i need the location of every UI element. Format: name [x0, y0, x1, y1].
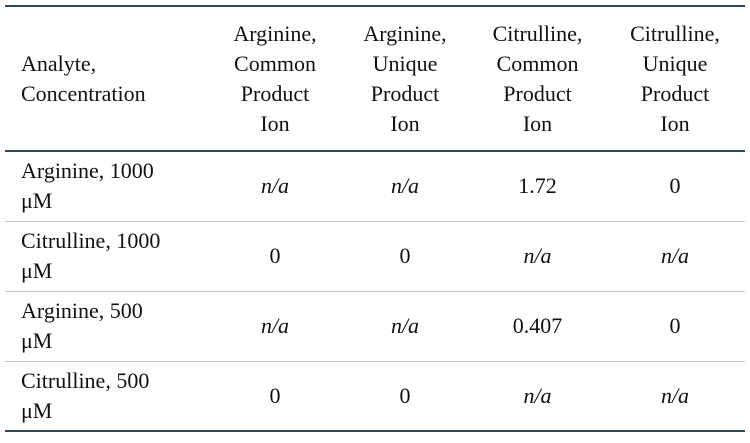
row-label: Arginine, 500 μM — [21, 298, 143, 353]
table-cell: n/a — [260, 173, 290, 199]
table-cell: n/a — [260, 313, 290, 338]
table-header: Analyte, Concentration Arginine, Common P… — [5, 5, 745, 152]
header-cell: Arginine, Unique Product Ion — [340, 5, 470, 152]
table-row: Arginine, 500 μM n/a n/a 0.407 0 — [5, 291, 745, 361]
row-label: Citrulline, 1000 μM — [21, 228, 161, 283]
table-row: Citrulline, 500 μM 0 0 n/a n/a — [5, 361, 745, 431]
table-cell: 0 — [269, 382, 281, 408]
table-cell: 0 — [399, 382, 411, 408]
table-cell: n/a — [390, 313, 420, 338]
header-row: Analyte, Concentration Arginine, Common P… — [5, 5, 745, 152]
table-row: Arginine, 1000 μM n/a n/a 1.72 0 — [5, 151, 745, 221]
header-cell: Analyte, Concentration — [5, 5, 210, 152]
header-cell: Arginine, Common Product Ion — [210, 5, 340, 152]
table-cell: n/a — [523, 382, 552, 408]
table-cell: 0 — [669, 313, 681, 338]
data-table: Analyte, Concentration Arginine, Common P… — [5, 5, 745, 432]
table-cell: 0 — [269, 243, 281, 268]
header-cell: Citrulline, Unique Product Ion — [605, 5, 745, 152]
table-cell: n/a — [390, 173, 420, 199]
table-cell: 0 — [669, 173, 681, 199]
table-cell: 0 — [399, 243, 411, 268]
row-label: Citrulline, 500 μM — [21, 367, 150, 423]
table-cell: n/a — [660, 382, 690, 408]
table-cell: 1.72 — [518, 173, 557, 199]
header-cell: Citrulline, Common Product Ion — [470, 5, 605, 152]
table-cell: n/a — [660, 243, 690, 268]
row-label: Arginine, 1000 μM — [21, 158, 154, 214]
table-cell: 0.407 — [512, 313, 563, 338]
table-row: Citrulline, 1000 μM 0 0 n/a n/a — [5, 221, 745, 291]
table-cell: n/a — [523, 243, 552, 268]
table-body: Arginine, 1000 μM n/a n/a 1.72 0 Citrulline, … — [5, 151, 745, 431]
